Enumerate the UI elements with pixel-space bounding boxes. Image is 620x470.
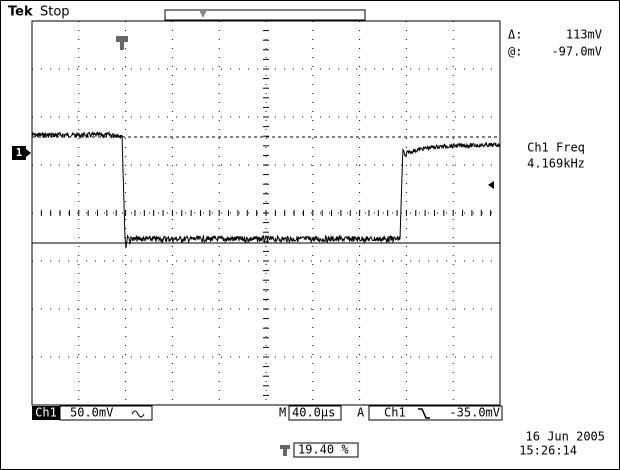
delta-value: 113mV — [566, 28, 602, 42]
graticule — [31, 20, 500, 405]
at-value: -97.0mV — [551, 45, 602, 59]
at-label: @: — [508, 45, 522, 59]
brand: Tek — [8, 5, 33, 20]
graticule-border — [31, 20, 501, 406]
trigger-level-arrow — [488, 181, 494, 189]
scale: 50.0mV — [70, 406, 113, 420]
measurement-label: Ch1 Freq — [527, 141, 585, 155]
trigger-source: Ch1 — [384, 406, 406, 420]
falling-edge-symbol — [418, 408, 430, 419]
channel-arrow — [26, 149, 31, 157]
timebase: 40.0µs — [292, 406, 335, 420]
date: 16 Jun 2005 — [526, 430, 605, 444]
bw-symbol — [131, 410, 145, 418]
timebase-box — [288, 405, 342, 421]
position-icon — [280, 445, 290, 456]
channel: Ch1 — [35, 406, 57, 420]
channel-box — [32, 406, 60, 420]
timebase-label: M — [279, 406, 286, 420]
scale-box — [59, 405, 153, 421]
waveform — [31, 130, 501, 249]
delta-label: Δ: — [508, 28, 522, 42]
trigger-pos-marker — [116, 36, 128, 50]
record-bar — [164, 9, 366, 21]
trigger-box — [368, 405, 503, 421]
status: Stop — [40, 5, 70, 20]
trigger-label: A — [357, 406, 365, 420]
measurement-value: 4.169kHz — [527, 157, 585, 171]
time: 15:26:14 — [519, 444, 577, 458]
trigger-level: -35.0mV — [449, 406, 500, 420]
position: 19.40 % — [298, 443, 349, 457]
position-box — [293, 442, 359, 458]
record-marker — [199, 10, 207, 18]
channel-marker: 1 — [16, 146, 23, 159]
channel-marker-box — [12, 146, 26, 160]
